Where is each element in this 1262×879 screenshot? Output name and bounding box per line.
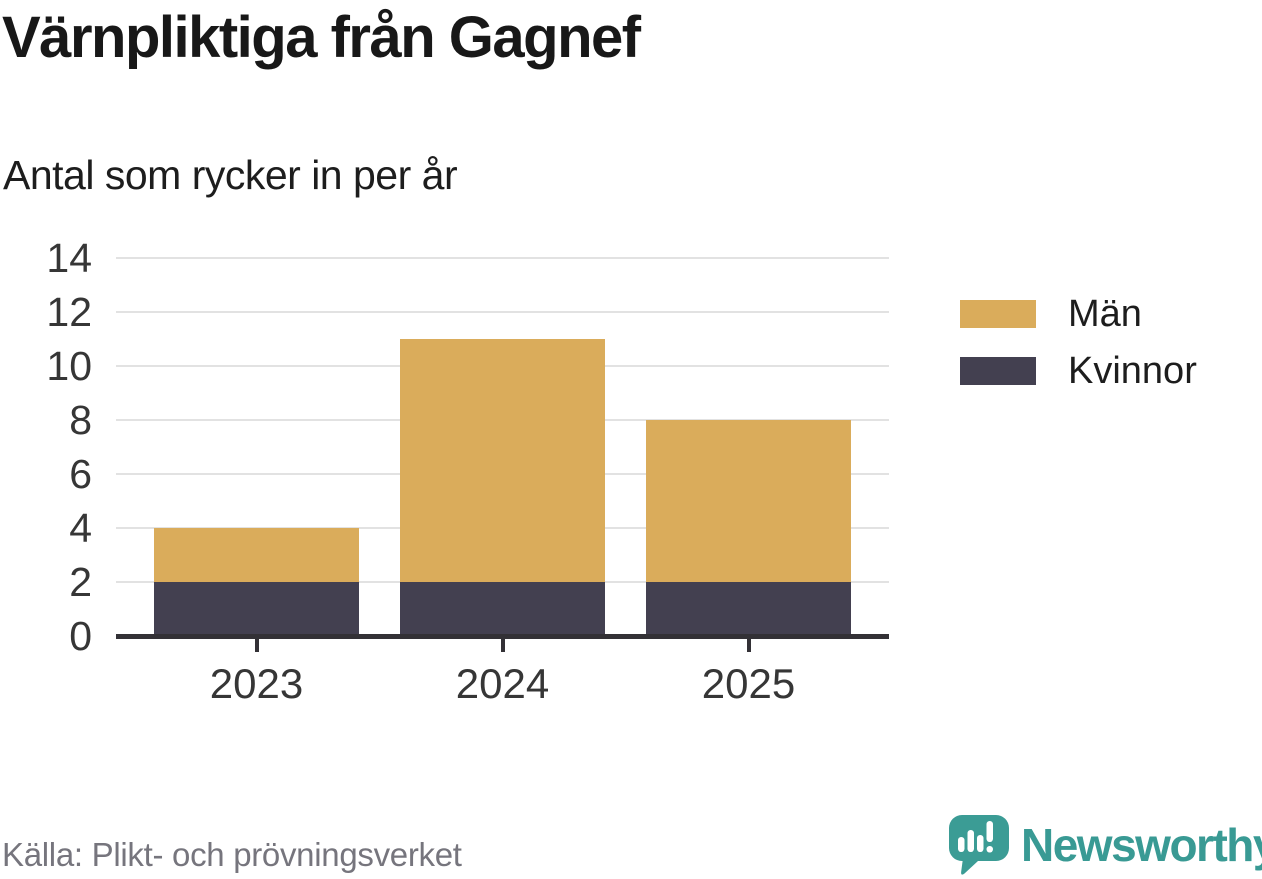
chart-subtitle: Antal som rycker in per år xyxy=(3,152,458,198)
y-tick-label: 0 xyxy=(69,613,92,659)
y-tick-label: 14 xyxy=(46,235,92,281)
bar-kvinnor-2023 xyxy=(154,582,359,636)
gridline-14 xyxy=(116,257,889,259)
source-caption: Källa: Plikt- och prövningsverket xyxy=(2,836,462,873)
plot-area xyxy=(116,257,889,652)
bar-män-2023 xyxy=(154,528,359,582)
x-tick-label: 2025 xyxy=(701,660,796,707)
newsworthy-brand: Newsworthy xyxy=(947,814,1262,876)
legend-item-män: Män xyxy=(960,295,1197,333)
gridline-12 xyxy=(116,311,889,313)
legend-item-kvinnor: Kvinnor xyxy=(960,352,1197,390)
x-axis-line xyxy=(116,634,889,639)
y-axis: 0 2 4 6 8 10 12 14 xyxy=(0,235,92,659)
y-tick-label: 10 xyxy=(46,343,92,389)
legend-swatch xyxy=(960,357,1036,385)
x-tick xyxy=(746,639,751,652)
y-tick-label: 8 xyxy=(69,397,92,443)
y-tick-label: 12 xyxy=(46,289,92,335)
y-tick-label: 4 xyxy=(69,505,92,551)
x-tick-label: 2023 xyxy=(209,660,304,707)
bar-män-2025 xyxy=(646,420,851,582)
x-tick-label: 2024 xyxy=(455,660,550,707)
bar-kvinnor-2024 xyxy=(400,582,605,636)
legend-swatch xyxy=(960,300,1036,328)
bar-kvinnor-2025 xyxy=(646,582,851,636)
brand-wordmark: Newsworthy xyxy=(1021,819,1262,871)
page-title: Värnpliktiga från Gagnef xyxy=(2,5,641,70)
newsworthy-logo-icon xyxy=(949,815,1009,875)
y-tick-label: 2 xyxy=(69,559,92,605)
x-axis: 2023 2024 2025 xyxy=(116,660,889,712)
bar-män-2024 xyxy=(400,339,605,582)
x-tick xyxy=(254,639,259,652)
legend: Män Kvinnor xyxy=(960,295,1197,409)
y-tick-label: 6 xyxy=(69,451,92,497)
x-tick xyxy=(500,639,505,652)
legend-label: Kvinnor xyxy=(1068,350,1197,392)
legend-label: Män xyxy=(1068,293,1142,335)
